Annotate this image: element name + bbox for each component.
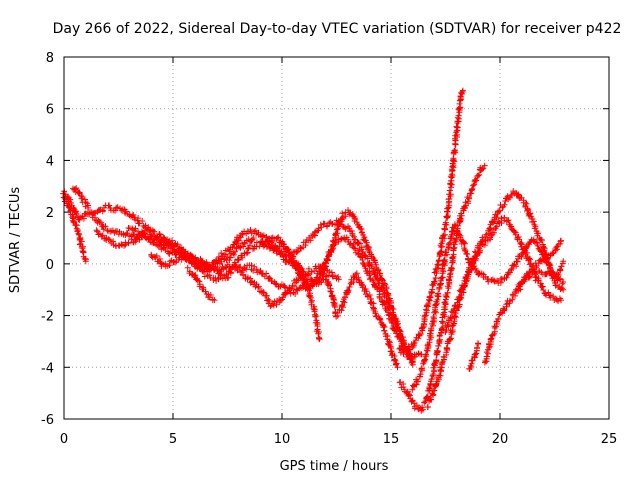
chart-title: Day 266 of 2022, Sidereal Day-to-day VTE… — [53, 21, 622, 37]
x-tick-label: 10 — [274, 432, 291, 447]
axis-ticks — [63, 56, 610, 420]
y-axis-label: SDTVAR / TECUs — [8, 187, 23, 294]
y-tick-label: -6 — [41, 413, 54, 428]
x-axis-label: GPS time / hours — [280, 459, 389, 474]
y-tick-label: 0 — [46, 258, 54, 273]
y-tick-label: 2 — [46, 206, 54, 221]
x-tick-label: 20 — [492, 432, 509, 447]
sdtvar-markers — [60, 87, 567, 414]
plot-frame — [63, 56, 610, 420]
tick-labels: 0 5 10 15 20 25 -6 -4 -2 0 2 4 6 8 — [41, 51, 617, 447]
x-tick-label: 5 — [169, 432, 177, 447]
y-tick-label: -2 — [41, 310, 54, 325]
y-tick-label: 6 — [46, 103, 54, 118]
y-tick-label: 4 — [46, 154, 54, 169]
x-tick-label: 25 — [601, 432, 618, 447]
y-tick-label: 8 — [46, 51, 54, 66]
x-tick-label: 15 — [383, 432, 400, 447]
y-tick-label: -4 — [41, 361, 54, 376]
data-points — [60, 87, 567, 414]
x-tick-label: 0 — [60, 432, 68, 447]
